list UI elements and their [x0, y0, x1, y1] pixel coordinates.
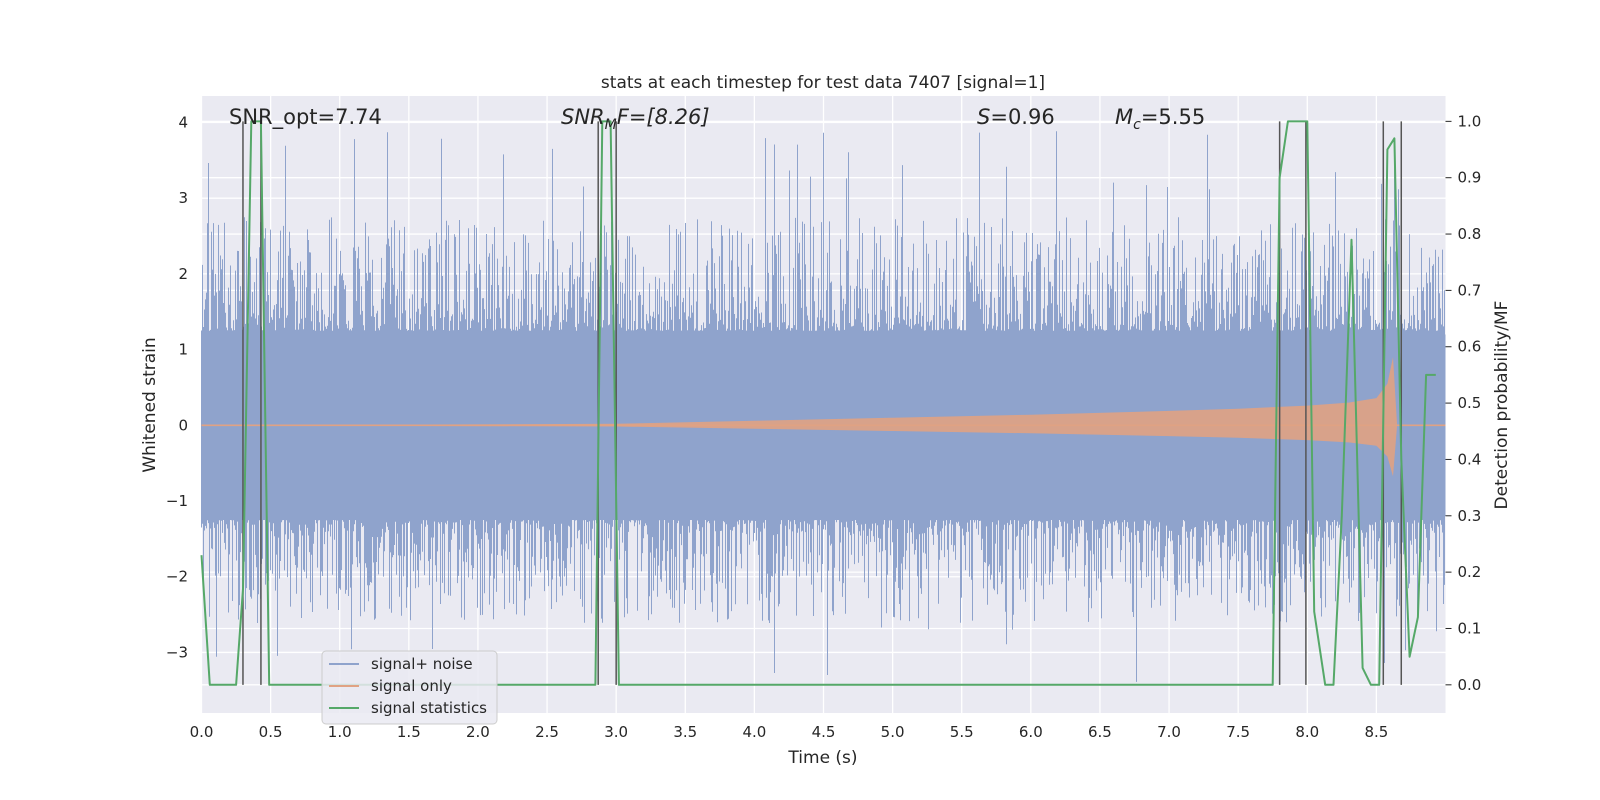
chart-title: stats at each timestep for test data 740… [601, 73, 1045, 93]
legend: signal+ noise signal only signal statist… [321, 650, 498, 725]
x-tick-label: 5.0 [881, 723, 905, 741]
x-tick-label: 3.0 [604, 723, 628, 741]
x-axis-label: Time (s) [787, 748, 857, 768]
x-tick-label: 6.0 [1019, 723, 1043, 741]
x-tick-label: 0.5 [259, 723, 283, 741]
x-tick-label: 7.0 [1157, 723, 1181, 741]
y-right-tick-label: 1.0 [1458, 112, 1482, 130]
x-tick-label: 8.5 [1364, 723, 1388, 741]
y-right-axis-label: Detection probability/MF [1492, 301, 1512, 510]
y-tick-label: 1 [178, 341, 188, 359]
y-tick-label: 3 [178, 189, 188, 207]
y-right-tick-label: 0.9 [1458, 169, 1482, 187]
x-tick-label: 5.5 [950, 723, 974, 741]
x-tick-label: 4.0 [742, 723, 766, 741]
y-right-tick-label: 0.8 [1458, 225, 1482, 243]
y-tick-label: −1 [166, 492, 188, 510]
y-tick-label: 4 [178, 113, 188, 131]
y-right-tick-labels: 0.0 0.1 0.2 0.3 0.4 0.5 0.6 0.7 0.8 0.9 1.0 [1445, 112, 1482, 694]
signal-only-envelope [201, 357, 1446, 477]
y-right-tick-label: 0.1 [1458, 619, 1482, 637]
x-tick-label: 4.5 [812, 723, 836, 741]
y-tick-label: 2 [178, 265, 188, 283]
x-tick-label: 1.5 [397, 723, 421, 741]
x-tick-label: 8.0 [1295, 723, 1319, 741]
x-tick-label: 2.0 [466, 723, 490, 741]
y-tick-labels: −3 −2 −1 0 1 2 3 4 [166, 113, 188, 661]
y-right-tick-label: 0.2 [1458, 563, 1482, 581]
annotation-snr-opt: SNR_opt=7.74 [229, 105, 382, 130]
annotation-mc: Mc=5.55 [1115, 105, 1205, 133]
y-right-tick-label: 0.5 [1458, 394, 1482, 412]
signal-statistics-trace [200, 120, 1436, 686]
x-tick-label: 3.5 [673, 723, 697, 741]
y-tick-label: −2 [166, 568, 188, 586]
legend-label-statistics: signal statistics [371, 699, 487, 717]
signal-only-trace [201, 357, 1446, 477]
annotation-snr-mf: SNRMF=[8.26] [561, 105, 710, 133]
x-tick-label: 6.5 [1088, 723, 1112, 741]
y-axis-label: Whitened strain [140, 337, 160, 472]
y-right-tick-label: 0.6 [1458, 338, 1482, 356]
y-right-tick-label: 0.7 [1458, 281, 1482, 299]
x-tick-label: 1.0 [328, 723, 352, 741]
legend-label-noise: signal+ noise [371, 655, 473, 673]
signal-statistics-line [200, 120, 1436, 686]
y-tick-label: −3 [166, 643, 188, 661]
annotation-s: S=0.96 [977, 105, 1055, 129]
y-right-tick-label: 0.0 [1458, 676, 1482, 694]
x-tick-label: 7.5 [1226, 723, 1250, 741]
x-tick-labels: 0.0 0.5 1.0 1.5 2.0 2.5 3.0 3.5 4.0 4.5 5.0 5.5 6.0 6… [190, 723, 1389, 741]
legend-box [321, 650, 498, 725]
y-right-tick-label: 0.3 [1458, 507, 1482, 525]
y-right-tick-label: 0.4 [1458, 450, 1482, 468]
x-tick-label: 2.5 [535, 723, 559, 741]
y-tick-label: 0 [178, 416, 188, 434]
x-tick-label: 0.0 [190, 723, 214, 741]
legend-label-signal: signal only [371, 677, 452, 695]
